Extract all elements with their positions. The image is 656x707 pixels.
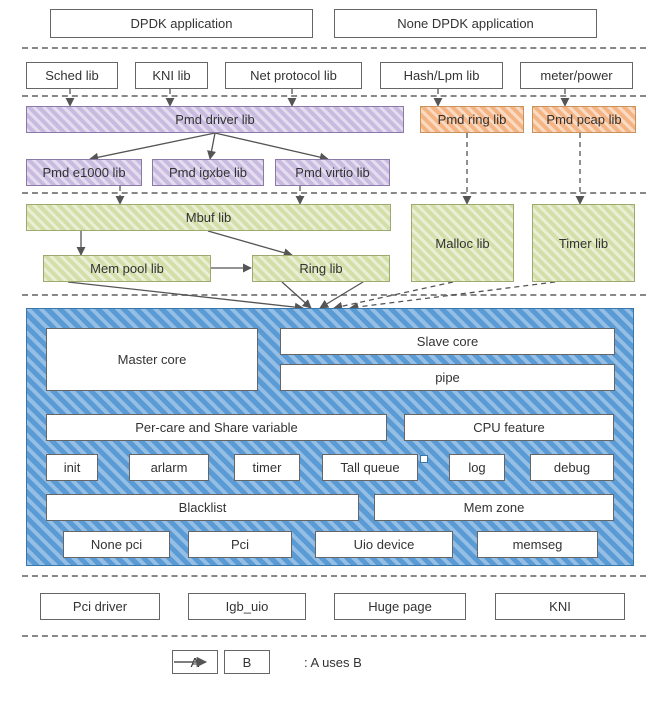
- node-label: Tall queue: [340, 460, 399, 475]
- node-label: Igb_uio: [226, 599, 269, 614]
- node-box: Pmd driver lib: [26, 106, 404, 133]
- section-divider: [22, 192, 646, 194]
- node-box: Master core: [46, 328, 258, 391]
- node-label: Huge page: [368, 599, 432, 614]
- node-box: Pmd e1000 lib: [26, 159, 142, 186]
- node-box: Sched lib: [26, 62, 118, 89]
- node-box: KNI: [495, 593, 625, 620]
- node-label: KNI lib: [152, 68, 190, 83]
- node-box: memseg: [477, 531, 598, 558]
- node-label: Pmd virtio lib: [295, 165, 369, 180]
- node-label: Uio device: [354, 537, 415, 552]
- node-label: log: [468, 460, 485, 475]
- node-box: Mem zone: [374, 494, 614, 521]
- node-label: Master core: [118, 352, 187, 367]
- node-label: Ring lib: [299, 261, 342, 276]
- section-divider: [22, 575, 646, 577]
- node-box: Per-care and Share variable: [46, 414, 387, 441]
- node-label: Pci: [231, 537, 249, 552]
- node-label: init: [64, 460, 81, 475]
- node-label: debug: [554, 460, 590, 475]
- node-label: Pmd ring lib: [438, 112, 507, 127]
- legend: AB: A uses B: [172, 650, 362, 674]
- node-box: Hash/Lpm lib: [380, 62, 503, 89]
- node-label: Hash/Lpm lib: [404, 68, 480, 83]
- node-box: KNI lib: [135, 62, 208, 89]
- node-box: pipe: [280, 364, 615, 391]
- node-box: Igb_uio: [188, 593, 306, 620]
- node-box: Malloc lib: [411, 204, 514, 282]
- node-label: Pmd pcap lib: [546, 112, 621, 127]
- node-label: Slave core: [417, 334, 478, 349]
- node-label: Sched lib: [45, 68, 98, 83]
- node-box: init: [46, 454, 98, 481]
- node-box: Pmd ring lib: [420, 106, 524, 133]
- node-box: CPU feature: [404, 414, 614, 441]
- node-label: memseg: [513, 537, 563, 552]
- node-label: Blacklist: [179, 500, 227, 515]
- node-label: None DPDK application: [397, 16, 534, 31]
- node-box: arlarm: [129, 454, 209, 481]
- node-label: None pci: [91, 537, 142, 552]
- node-label: Net protocol lib: [250, 68, 337, 83]
- section-divider: [22, 294, 646, 296]
- node-label: Timer lib: [559, 236, 608, 251]
- node-label: Malloc lib: [435, 236, 489, 251]
- node-box: timer: [234, 454, 300, 481]
- node-label: Per-care and Share variable: [135, 420, 298, 435]
- node-label: Pmd igxbe lib: [169, 165, 247, 180]
- node-label: Mbuf lib: [186, 210, 232, 225]
- node-label: DPDK application: [131, 16, 233, 31]
- legend-text: : A uses B: [304, 655, 362, 670]
- node-box: Tall queue: [322, 454, 418, 481]
- node-label: CPU feature: [473, 420, 545, 435]
- node-box: DPDK application: [50, 9, 313, 38]
- section-divider: [22, 635, 646, 637]
- node-label: Pmd driver lib: [175, 112, 254, 127]
- node-box: log: [449, 454, 505, 481]
- node-box: Pmd igxbe lib: [152, 159, 264, 186]
- arrow-icon: [172, 650, 212, 674]
- section-divider: [22, 47, 646, 49]
- node-box: debug: [530, 454, 614, 481]
- node-box: Mem pool lib: [43, 255, 211, 282]
- node-box: Pci driver: [40, 593, 160, 620]
- node-box: Pmd pcap lib: [532, 106, 636, 133]
- decoration-square: [420, 455, 428, 463]
- node-box: Huge page: [334, 593, 466, 620]
- node-label: pipe: [435, 370, 460, 385]
- node-label: arlarm: [151, 460, 188, 475]
- node-box: Blacklist: [46, 494, 359, 521]
- node-label: Mem zone: [464, 500, 525, 515]
- node-label: KNI: [549, 599, 571, 614]
- section-divider: [22, 95, 646, 97]
- node-label: Pmd e1000 lib: [42, 165, 125, 180]
- node-box: Uio device: [315, 531, 453, 558]
- node-box: Mbuf lib: [26, 204, 391, 231]
- node-box: Pmd virtio lib: [275, 159, 390, 186]
- node-label: Mem pool lib: [90, 261, 164, 276]
- node-label: meter/power: [540, 68, 612, 83]
- node-box: None pci: [63, 531, 170, 558]
- node-label: Pci driver: [73, 599, 127, 614]
- node-box: None DPDK application: [334, 9, 597, 38]
- node-box: meter/power: [520, 62, 633, 89]
- node-box: Net protocol lib: [225, 62, 362, 89]
- legend-b: B: [224, 650, 270, 674]
- node-box: Ring lib: [252, 255, 390, 282]
- node-box: Pci: [188, 531, 292, 558]
- node-box: Slave core: [280, 328, 615, 355]
- node-box: Timer lib: [532, 204, 635, 282]
- node-label: timer: [253, 460, 282, 475]
